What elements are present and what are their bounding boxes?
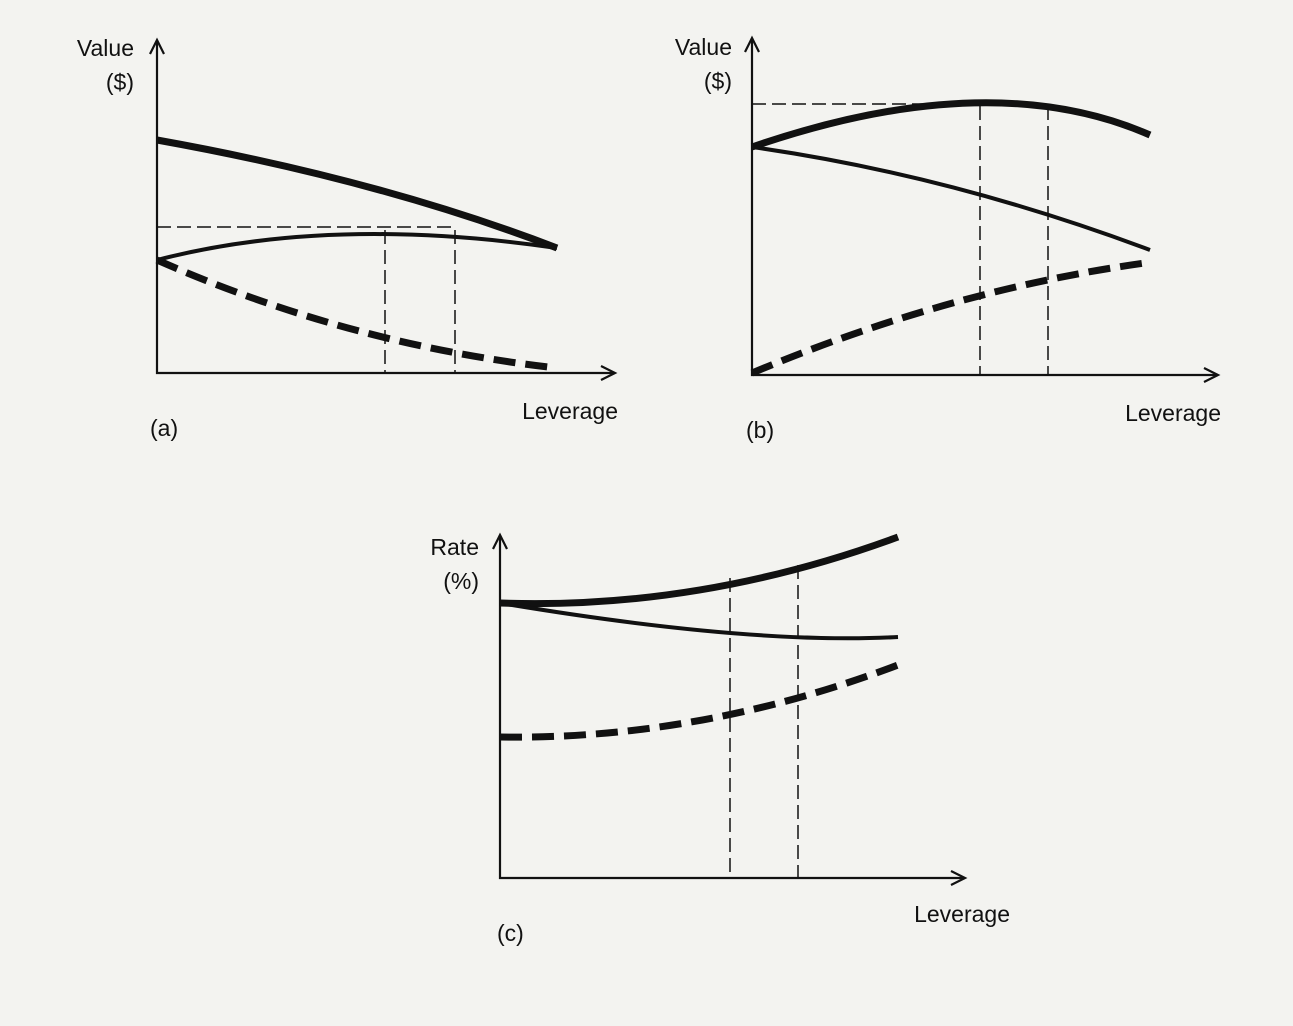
arrows	[492, 532, 968, 886]
y-label: Value	[675, 34, 732, 60]
caption: (c)	[497, 920, 524, 946]
axes	[155, 42, 615, 375]
caption: (b)	[746, 417, 774, 443]
panel-a: Value ($) Leverage (a)	[77, 35, 618, 441]
arrows	[149, 37, 618, 381]
panel-c: Rate (%) Leverage (c)	[430, 532, 1010, 946]
curve	[751, 145, 1151, 252]
curve	[155, 256, 558, 372]
curve	[499, 601, 899, 641]
curve	[156, 136, 559, 252]
curve	[156, 232, 558, 262]
guides	[157, 226, 456, 373]
curve	[750, 259, 1146, 377]
guides	[729, 565, 799, 878]
curve	[499, 533, 900, 608]
x-label: Leverage	[522, 398, 618, 424]
x-label: Leverage	[914, 901, 1010, 927]
curve	[750, 99, 1152, 151]
y-label: Value	[77, 35, 134, 61]
x-label: Leverage	[1125, 400, 1221, 426]
y-label: Rate	[430, 534, 479, 560]
curve	[499, 661, 900, 741]
y-label: ($)	[106, 69, 134, 95]
axes	[750, 38, 1218, 377]
panel-b: Value ($) Leverage (b)	[675, 34, 1221, 443]
y-label: (%)	[443, 568, 479, 594]
axes	[498, 535, 965, 880]
y-label: ($)	[704, 68, 732, 94]
guides	[752, 103, 1049, 375]
caption: (a)	[150, 415, 178, 441]
arrows	[744, 35, 1221, 383]
